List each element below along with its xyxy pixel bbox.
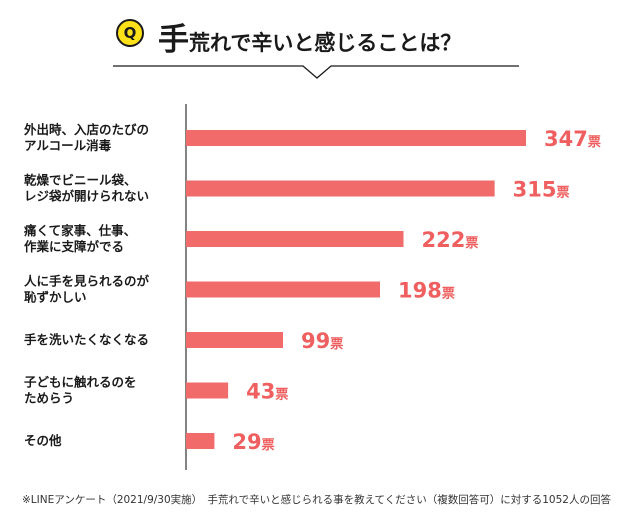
category-label: 子どもに触れるのをためらう — [24, 375, 137, 406]
bar — [186, 382, 229, 399]
bar — [186, 180, 495, 197]
bar-chart: 外出時、入店のたびのアルコール消毒 347票乾燥でビニール袋、レジ袋が開けられない… — [23, 104, 601, 470]
header-underline — [113, 65, 519, 79]
value-label: 43票 — [246, 380, 288, 404]
question-title: 手荒れで辛いと感じることは？ — [158, 14, 461, 59]
category-label: 痛くて家事、仕事、作業に支障がでる — [23, 223, 136, 254]
question-title-rest: 荒れで辛いと感じることは？ — [189, 31, 462, 55]
bar — [186, 130, 526, 146]
bar — [186, 332, 284, 348]
value-label: 198票 — [398, 279, 455, 303]
bar — [186, 231, 404, 247]
value-label: 29票 — [232, 430, 274, 454]
category-label: 乾燥でビニール袋、レジ袋が開けられない — [24, 173, 149, 204]
value-label: 315票 — [513, 178, 570, 202]
category-label: 人に手を見られるのが恥ずかしい — [24, 274, 150, 305]
category-label: 手を洗いたくなくなる — [24, 332, 149, 347]
footnote: ※LINEアンケート（2021/9/30実施） 手荒れで辛いと感じられる事を教え… — [22, 494, 611, 506]
question-badge: Q — [116, 19, 144, 47]
category-label: その他 — [24, 433, 62, 448]
bar — [186, 433, 215, 449]
value-label: 222票 — [422, 228, 479, 252]
bar — [186, 281, 381, 298]
question-header: Q 手荒れで辛いと感じることは？ — [0, 0, 640, 90]
value-label: 99票 — [301, 329, 343, 353]
category-label: 外出時、入店のたびのアルコール消毒 — [23, 122, 149, 153]
question-title-lead: 手 — [158, 22, 189, 58]
value-label: 347票 — [544, 127, 601, 151]
